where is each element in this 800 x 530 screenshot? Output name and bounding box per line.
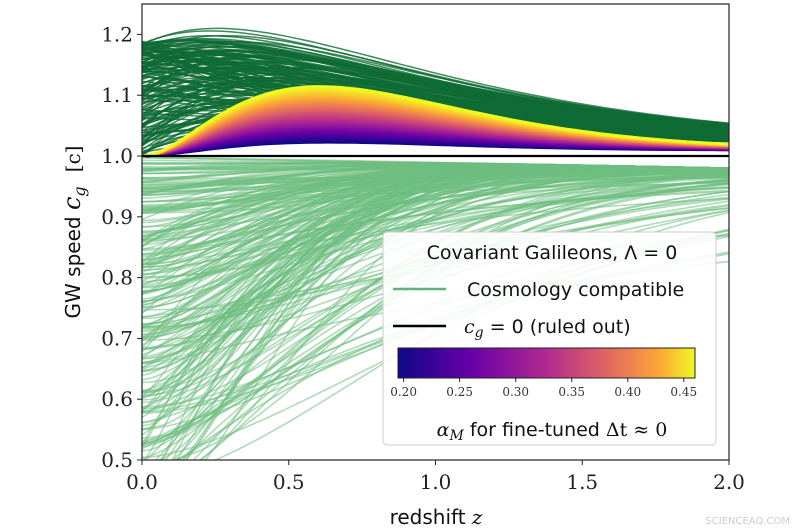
curve-superluminal xyxy=(142,34,729,125)
colorbar-tick-label: 0.20 xyxy=(390,385,417,399)
curve-superluminal xyxy=(142,43,729,127)
x-tick-label: 2.0 xyxy=(713,470,745,494)
x-axis: 0.0 0.5 1.0 1.5 2.0 xyxy=(126,460,745,494)
curve-ensemble xyxy=(142,27,729,460)
curve-subluminal xyxy=(142,169,729,353)
curve-subluminal xyxy=(142,175,729,351)
colorbar-ticks: 0.20 0.25 0.30 0.35 0.40 0.45 xyxy=(390,378,697,399)
colorbar-tick-label: 0.45 xyxy=(670,385,697,399)
legend-label-ruled-out: cg = 0 (ruled out) xyxy=(464,316,631,341)
x-tick-label: 0.5 xyxy=(273,470,305,494)
x-tick-label: 0.0 xyxy=(126,470,158,494)
watermark: SCIENCEAQ.COM xyxy=(705,516,790,527)
curve-superluminal xyxy=(142,30,729,126)
curve-subluminal xyxy=(142,168,729,247)
x-tick-label: 1.5 xyxy=(566,470,598,494)
colorbar xyxy=(397,347,696,379)
legend-label-cosmology: Cosmology compatible xyxy=(467,279,684,301)
y-tick-label: 0.6 xyxy=(101,387,133,411)
curve-subluminal xyxy=(142,189,729,257)
legend: Covariant Galileons, Λ = 0 Cosmology com… xyxy=(382,231,717,446)
colorbar-tick-label: 0.25 xyxy=(446,385,473,399)
curve-subluminal xyxy=(142,172,729,197)
curve-subluminal xyxy=(142,165,729,215)
x-tick-label: 1.0 xyxy=(420,470,452,494)
y-tick-label: 1.1 xyxy=(101,83,133,107)
y-tick-label: 0.8 xyxy=(101,266,133,290)
curve-fine-tuned xyxy=(142,85,729,158)
curve-subluminal xyxy=(142,171,729,181)
colorbar-tick-label: 0.40 xyxy=(614,385,641,399)
curve-subluminal xyxy=(142,167,729,326)
curve-superluminal xyxy=(142,27,729,124)
y-axis: 0.5 0.6 0.7 0.8 0.9 1.0 1.1 1.2 xyxy=(101,22,142,472)
curve-superluminal xyxy=(142,51,729,132)
y-tick-label: 0.9 xyxy=(101,205,133,229)
legend-title: Covariant Galileons, Λ = 0 xyxy=(427,242,678,264)
y-tick-label: 1.0 xyxy=(101,144,133,168)
curve-subluminal xyxy=(142,176,729,259)
colorbar-label: αM for fine-tuned Δt ≈ 0 xyxy=(437,419,668,444)
colorbar-tick-label: 0.35 xyxy=(558,385,585,399)
colorbar-tick-label: 0.30 xyxy=(502,385,529,399)
x-axis-label: redshift z xyxy=(390,505,483,529)
y-axis-label: GW speed cg[c] xyxy=(58,146,89,319)
curve-superluminal xyxy=(142,59,729,133)
y-tick-label: 0.7 xyxy=(101,326,133,350)
legend-box xyxy=(382,231,717,446)
curve-superluminal xyxy=(142,79,729,141)
y-tick-label: 0.5 xyxy=(101,448,133,472)
curve-superluminal xyxy=(142,41,729,134)
y-tick-label: 1.2 xyxy=(101,22,133,46)
